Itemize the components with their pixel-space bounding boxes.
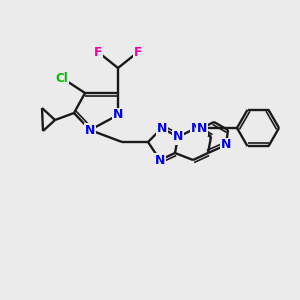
Text: F: F — [94, 46, 102, 59]
Text: N: N — [191, 122, 201, 134]
Text: N: N — [221, 139, 231, 152]
Text: N: N — [157, 122, 167, 134]
Text: N: N — [85, 124, 95, 136]
Text: N: N — [155, 154, 165, 166]
Text: N: N — [197, 122, 207, 134]
Text: F: F — [134, 46, 142, 59]
Text: Cl: Cl — [56, 71, 68, 85]
Text: N: N — [173, 130, 183, 143]
Text: N: N — [113, 109, 123, 122]
